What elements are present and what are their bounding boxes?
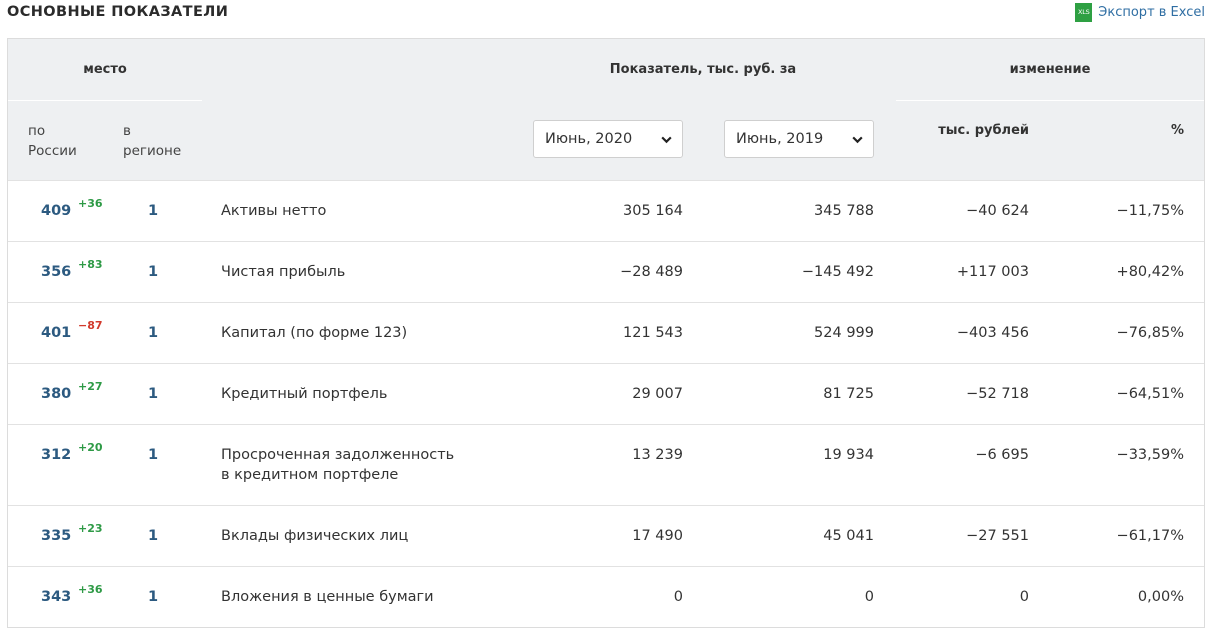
rank-russia[interactable]: 409 (41, 203, 72, 219)
period-select-2-value: Июнь, 2019 (736, 131, 824, 147)
table-row: 409 +36 1 Активы нетто 305 164 345 788 −40 624… (8, 180, 1204, 241)
change-percent: −11,75% (1116, 203, 1184, 219)
indicator-name: Капитал (по форме 123) (221, 325, 408, 341)
table-row: 343 +36 1 Вложения в ценные бумаги 0 0 0 0,00% (8, 566, 1204, 627)
rank-region[interactable]: 1 (148, 447, 159, 463)
chevron-down-icon (852, 136, 863, 144)
rank-region[interactable]: 1 (148, 325, 159, 341)
header-rank-region: в регионе (123, 123, 182, 159)
value-period-2: 524 999 (814, 325, 874, 341)
table-row: 401 −87 1 Капитал (по форме 123) 121 543 524 … (8, 302, 1204, 363)
header-rank-russia: по России (28, 123, 77, 159)
period-select-1-value: Июнь, 2020 (545, 131, 633, 147)
change-absolute: −6 695 (975, 447, 1029, 463)
rank-region[interactable]: 1 (148, 264, 159, 280)
rank-region[interactable]: 1 (148, 528, 159, 544)
rank-delta-badge: +36 (78, 583, 103, 596)
period-select-2[interactable]: Июнь, 2019 (724, 120, 874, 158)
rank-delta-badge: +83 (78, 258, 103, 271)
table-row: 380 +27 1 Кредитный портфель 29 007 81 725 −52… (8, 363, 1204, 424)
rank-delta-badge: +23 (78, 522, 103, 535)
value-period-1: 305 164 (623, 203, 683, 219)
rank-delta-badge: −87 (78, 319, 103, 332)
indicator-name: Вклады физических лиц (221, 528, 409, 544)
indicators-table: место Показатель, тыс. руб. за изменение… (7, 38, 1205, 628)
indicator-name: Просроченная задолженность в кредитном п… (221, 447, 455, 483)
rank-russia[interactable]: 380 (41, 386, 72, 402)
rank-region[interactable]: 1 (148, 589, 159, 605)
excel-file-icon: XLS (1075, 2, 1093, 22)
rank-delta-badge: +27 (78, 380, 103, 393)
value-period-1: 121 543 (623, 325, 683, 341)
value-period-2: 345 788 (814, 203, 874, 219)
change-absolute: −40 624 (966, 203, 1029, 219)
value-period-1: 17 490 (632, 528, 683, 544)
rank-russia[interactable]: 356 (41, 264, 72, 280)
header-place: место (83, 62, 127, 77)
value-period-1: 13 239 (632, 447, 683, 463)
indicator-name: Чистая прибыль (221, 264, 346, 280)
change-percent: −64,51% (1116, 386, 1184, 402)
table-row: 312 +20 1 Просроченная задолженность в кред… (8, 424, 1204, 505)
value-period-2: 81 725 (823, 386, 874, 402)
table-header: место Показатель, тыс. руб. за изменение… (8, 39, 1204, 180)
change-absolute: 0 (1019, 589, 1029, 605)
page-title: ОСНОВНЫЕ ПОКАЗАТЕЛИ (7, 4, 229, 20)
rank-delta-badge: +20 (78, 441, 103, 454)
change-percent: −76,85% (1116, 325, 1184, 341)
export-label[interactable]: Экспорт в Excel (1098, 4, 1205, 20)
value-period-2: −145 492 (801, 264, 874, 280)
rank-russia[interactable]: 335 (41, 528, 72, 544)
value-period-1: 0 (673, 589, 683, 605)
value-period-2: 19 934 (823, 447, 874, 463)
change-absolute: +117 003 (956, 264, 1029, 280)
header-change-pct: % (1170, 123, 1184, 138)
value-period-1: −28 489 (620, 264, 683, 280)
value-period-2: 0 (864, 589, 874, 605)
period-select-1[interactable]: Июнь, 2020 (533, 120, 683, 158)
change-absolute: −403 456 (956, 325, 1029, 341)
rank-delta-badge: +36 (78, 197, 103, 210)
indicator-name: Вложения в ценные бумаги (221, 589, 434, 605)
export-excel-link[interactable]: XLS Экспорт в Excel (1075, 2, 1205, 22)
value-period-1: 29 007 (632, 386, 683, 402)
rank-region[interactable]: 1 (148, 203, 159, 219)
rank-russia[interactable]: 401 (41, 325, 72, 341)
change-percent: 0,00% (1137, 589, 1184, 605)
change-absolute: −27 551 (966, 528, 1029, 544)
header-change: изменение (1009, 62, 1091, 77)
table-row: 356 +83 1 Чистая прибыль −28 489 −145 492 +117… (8, 241, 1204, 302)
rank-region[interactable]: 1 (148, 386, 159, 402)
change-percent: −33,59% (1116, 447, 1184, 463)
header-change-abs: тыс. рублей (938, 123, 1029, 138)
header-separator (896, 100, 1204, 101)
header-separator (8, 100, 202, 101)
indicator-name: Кредитный портфель (221, 386, 388, 402)
change-absolute: −52 718 (966, 386, 1029, 402)
indicator-name: Активы нетто (221, 203, 327, 219)
rank-russia[interactable]: 343 (41, 589, 72, 605)
change-percent: −61,17% (1116, 528, 1184, 544)
table-row: 335 +23 1 Вклады физических лиц 17 490 45 041… (8, 505, 1204, 566)
chevron-down-icon (661, 136, 672, 144)
change-percent: +80,42% (1116, 264, 1184, 280)
value-period-2: 45 041 (823, 528, 874, 544)
header-indicator: Показатель, тыс. руб. за (609, 62, 797, 77)
rank-russia[interactable]: 312 (41, 447, 72, 463)
